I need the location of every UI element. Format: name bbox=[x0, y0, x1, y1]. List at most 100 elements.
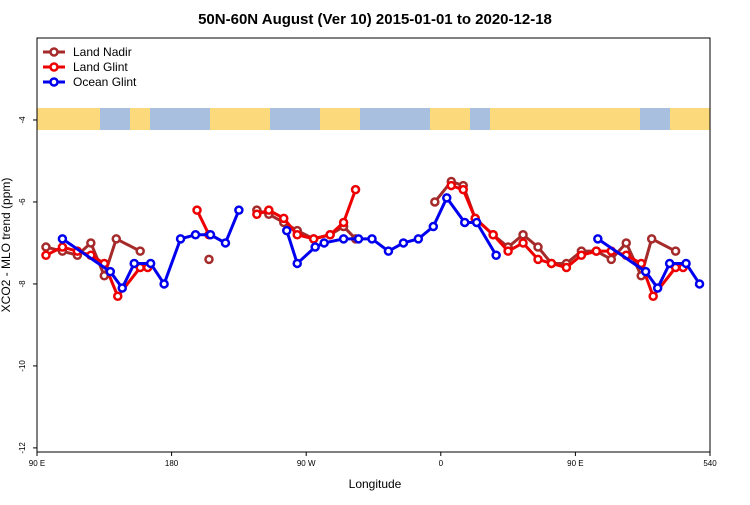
x-tick-label: 180 bbox=[165, 459, 179, 468]
point bbox=[113, 291, 123, 301]
series-line bbox=[45, 184, 684, 300]
plot-frame bbox=[36, 37, 711, 453]
point bbox=[652, 283, 663, 293]
point bbox=[279, 213, 289, 224]
point bbox=[175, 234, 186, 244]
point bbox=[413, 234, 424, 244]
point bbox=[353, 234, 364, 244]
map-ocean bbox=[360, 108, 430, 130]
point bbox=[648, 291, 658, 301]
legend-label: Land Glint bbox=[73, 60, 128, 74]
point bbox=[621, 238, 631, 248]
point bbox=[471, 217, 482, 228]
point bbox=[338, 217, 349, 228]
point bbox=[458, 184, 468, 195]
point bbox=[533, 254, 543, 265]
x-tick-label: 540 bbox=[703, 459, 717, 468]
point bbox=[292, 258, 302, 269]
legend-marker bbox=[49, 62, 59, 72]
x-axis-label: Longitude bbox=[349, 477, 402, 491]
legend-label: Land Nadir bbox=[73, 45, 132, 59]
point bbox=[159, 279, 169, 289]
point bbox=[310, 242, 320, 252]
point bbox=[694, 279, 705, 289]
series-line bbox=[61, 194, 701, 291]
map-ocean bbox=[150, 108, 210, 130]
point bbox=[664, 258, 675, 269]
point bbox=[398, 238, 409, 248]
y-tick-label: -4 bbox=[18, 116, 27, 124]
map-ocean bbox=[470, 108, 490, 130]
x-tick-label: 90 E bbox=[567, 459, 583, 468]
point bbox=[503, 246, 513, 256]
x-tick-label: 0 bbox=[439, 459, 444, 468]
x-tick-label: 90 E bbox=[29, 459, 45, 468]
y-tick-label: -6 bbox=[18, 198, 27, 206]
point bbox=[135, 246, 145, 256]
point bbox=[129, 258, 139, 269]
legend-label: Ocean Glint bbox=[73, 75, 137, 89]
map-strip bbox=[37, 108, 710, 130]
point bbox=[546, 258, 557, 269]
point bbox=[190, 230, 201, 240]
point bbox=[41, 242, 51, 252]
point bbox=[319, 238, 329, 248]
point bbox=[111, 234, 122, 244]
y-axis-label: XCO2 - MLO trend (ppm) bbox=[0, 178, 13, 313]
point bbox=[518, 238, 528, 248]
point bbox=[640, 266, 651, 277]
map-ocean bbox=[100, 108, 130, 130]
series-line bbox=[45, 179, 677, 281]
point bbox=[459, 217, 470, 228]
point bbox=[533, 242, 543, 252]
point bbox=[41, 250, 51, 260]
point bbox=[205, 230, 216, 240]
legend-marker bbox=[49, 77, 59, 87]
point bbox=[646, 234, 657, 244]
map-ocean bbox=[640, 108, 670, 130]
point bbox=[264, 205, 274, 215]
y-tick-label: -8 bbox=[18, 280, 27, 288]
point bbox=[192, 205, 202, 215]
point bbox=[491, 250, 501, 260]
point bbox=[606, 254, 617, 265]
chart-title: 50N-60N August (Ver 10) 2015-01-01 to 20… bbox=[198, 11, 552, 28]
point bbox=[518, 230, 528, 240]
point bbox=[282, 225, 292, 236]
point bbox=[117, 283, 127, 293]
point bbox=[576, 250, 587, 260]
point bbox=[446, 180, 457, 191]
point bbox=[367, 234, 377, 244]
point bbox=[561, 262, 572, 273]
point bbox=[325, 230, 335, 240]
point bbox=[204, 254, 214, 265]
point bbox=[57, 234, 68, 244]
y-tick-label: -10 bbox=[18, 360, 27, 372]
point bbox=[234, 205, 244, 215]
point bbox=[292, 230, 302, 240]
point bbox=[488, 230, 498, 240]
point bbox=[57, 242, 68, 252]
point bbox=[308, 234, 319, 244]
point bbox=[442, 193, 452, 203]
point bbox=[591, 246, 602, 256]
point bbox=[86, 238, 96, 248]
point bbox=[670, 246, 681, 256]
point bbox=[428, 221, 439, 232]
legend-marker bbox=[49, 47, 59, 57]
point bbox=[145, 258, 156, 269]
point bbox=[338, 234, 349, 244]
point bbox=[220, 238, 231, 248]
map-ocean bbox=[270, 108, 320, 130]
point bbox=[430, 197, 440, 207]
point bbox=[383, 246, 394, 256]
point bbox=[593, 234, 603, 244]
x-tick-label: 90 W bbox=[297, 459, 316, 468]
point bbox=[105, 266, 116, 277]
point bbox=[252, 209, 262, 220]
point bbox=[350, 184, 361, 195]
y-tick-label: -12 bbox=[18, 442, 27, 454]
point bbox=[681, 258, 691, 269]
